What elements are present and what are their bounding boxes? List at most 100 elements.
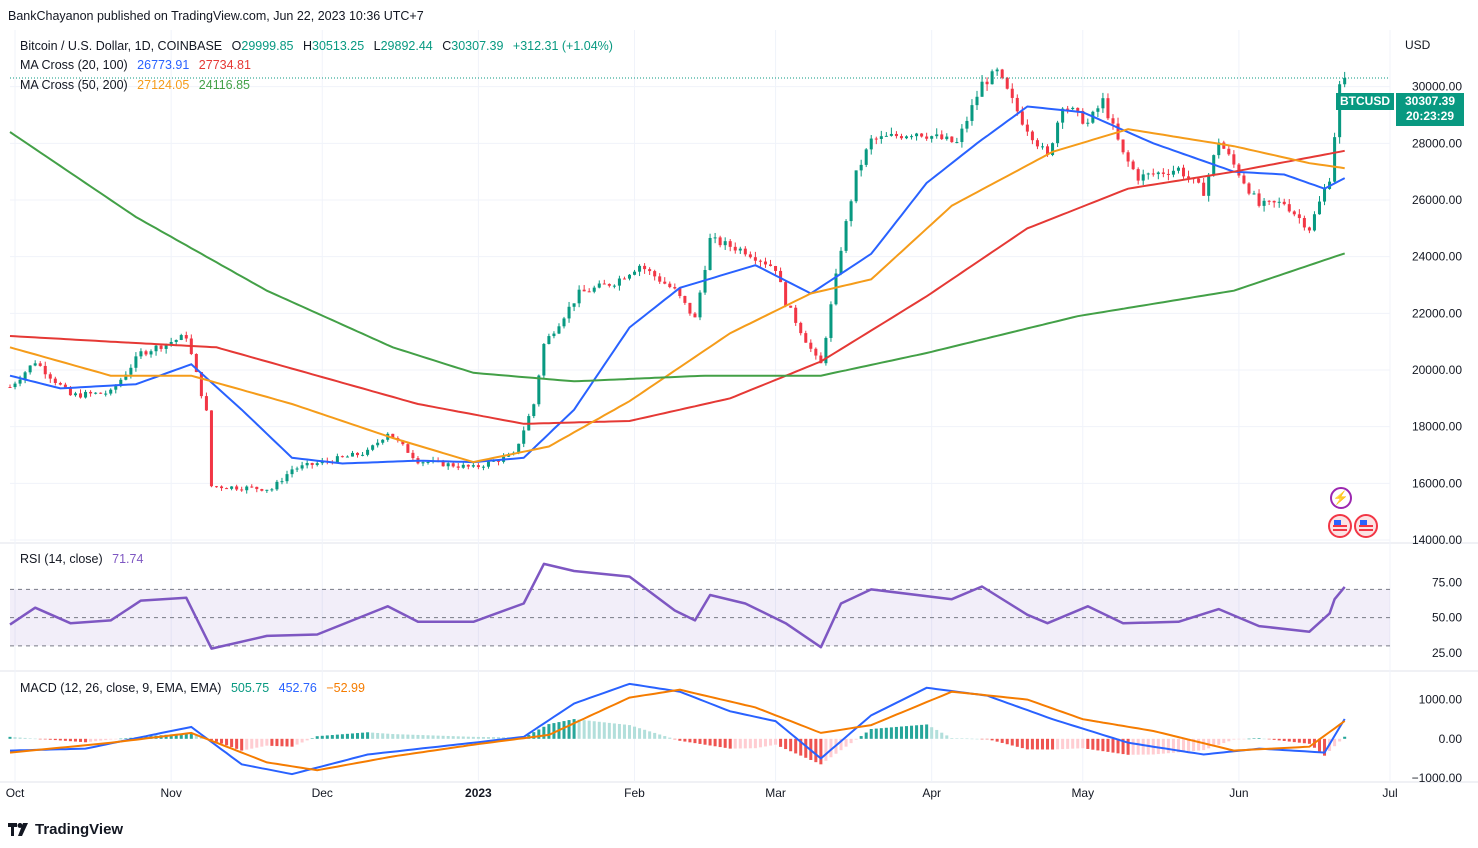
us-flag-icon-2[interactable] [1354,514,1378,538]
tradingview-footer[interactable]: TradingView [8,821,123,838]
macd-histogram-bar [698,738,702,744]
candle-body [1146,173,1150,175]
candle-body [799,322,803,334]
lightning-icon[interactable]: ⚡ [1330,487,1352,509]
macd-histogram-bar [315,736,319,739]
ohlc-low-label: L [373,39,381,53]
macd-histogram-bar [1297,738,1301,743]
price-tick-label: 30000.00 [1412,80,1462,94]
price-tick-label: 18000.00 [1412,420,1462,434]
price-tick-label: 24000.00 [1412,250,1462,264]
candle-body [1338,84,1342,138]
candle-body [295,468,299,470]
candle-body [1015,97,1019,112]
macd-histogram-bar [1040,738,1044,750]
candle-body [361,454,365,456]
macd-histogram-bar [1202,738,1206,751]
candle-body [290,469,294,475]
macd-histogram-bar [1086,738,1090,749]
macd-histogram-bar [486,737,490,739]
macd-histogram-bar [68,738,72,742]
macd-histogram-bar [799,738,803,756]
macd-tick-label: 0.00 [1439,732,1463,746]
candle-body [562,318,566,327]
candle-body [1272,200,1276,203]
candle-body [456,466,460,468]
price-tick-label: 22000.00 [1412,306,1462,320]
candle-body [48,374,52,379]
candle-body [789,305,793,308]
candle-body [109,389,113,394]
macd-histogram-bar [174,734,178,739]
candle-body [899,136,903,139]
candle-body [658,276,662,282]
candle-body [89,391,93,394]
candle-body [1046,146,1050,156]
price-tick-label: 16000.00 [1412,476,1462,490]
macd-histogram-bar [285,738,289,747]
macd-histogram-bar [703,738,707,745]
candle-body [451,463,455,467]
ma-cross-2-value-fast: 27124.05 [137,78,190,92]
ma50-line [9,128,1345,464]
candle-body [149,351,153,355]
candle-body [758,260,762,262]
ma100-line [9,149,1345,425]
candle-body [995,69,999,72]
us-flag-icon[interactable] [1328,514,1352,538]
macd-histogram-bar [84,738,88,743]
candle-body [774,266,778,271]
candle-body [1187,176,1191,179]
candle-body [879,136,883,139]
candle-body [854,170,858,202]
price-tick-label: 28000.00 [1412,136,1462,150]
macd-histogram-bar [361,732,365,739]
candle-body [638,265,642,272]
macd-histogram-bar [975,738,979,740]
time-tick-label: Oct [6,786,25,800]
symbol-badge: BTCUSD [1336,93,1394,110]
candle-body [139,351,143,357]
candle-body [1232,154,1236,165]
candle-body [1010,88,1014,98]
macd-histogram-bar [1010,738,1014,746]
ohlc-high-label: H [303,39,313,53]
ma-cross-1-legend: MA Cross (20, 100) 26773.91 27734.81 [20,58,257,72]
candle-body [1312,214,1316,231]
candle-body [1151,173,1155,175]
time-tick-label: Nov [160,786,181,800]
macd-histogram-bar [481,736,485,739]
macd-histogram-bar [1061,738,1065,750]
candle-body [1307,227,1311,231]
candle-body [849,201,853,222]
macd-histogram-bar [295,738,299,745]
macd-histogram-bar [532,732,536,739]
candle-body [1161,172,1165,174]
macd-histogram-bar [396,734,400,739]
candle-body [592,287,596,292]
macd-signal-value: 452.76 [278,681,317,695]
candle-body [1020,111,1024,125]
macd-histogram-bar [597,721,601,739]
macd-histogram-bar [1030,738,1034,750]
macd-histogram-bar [1106,738,1110,752]
macd-histogram-bar [335,734,339,739]
candle-body [1323,188,1327,202]
time-tick-label: Dec [312,786,333,800]
macd-histogram-bar [1242,738,1246,740]
macd-histogram-bar [567,720,571,739]
candle-body [1302,218,1306,228]
candle-body [169,341,173,344]
macd-histogram-bar [28,738,32,739]
candle-body [814,348,818,356]
macd-histogram-bar [220,738,224,744]
macd-histogram-bar [179,733,183,739]
candle-body [607,283,611,286]
candle-body [617,278,621,286]
candle-body [1257,193,1261,206]
macd-histogram-bar [728,738,732,749]
candle-body [763,261,767,265]
rsi-line [9,562,1346,650]
macd-histogram-bar [839,738,843,751]
